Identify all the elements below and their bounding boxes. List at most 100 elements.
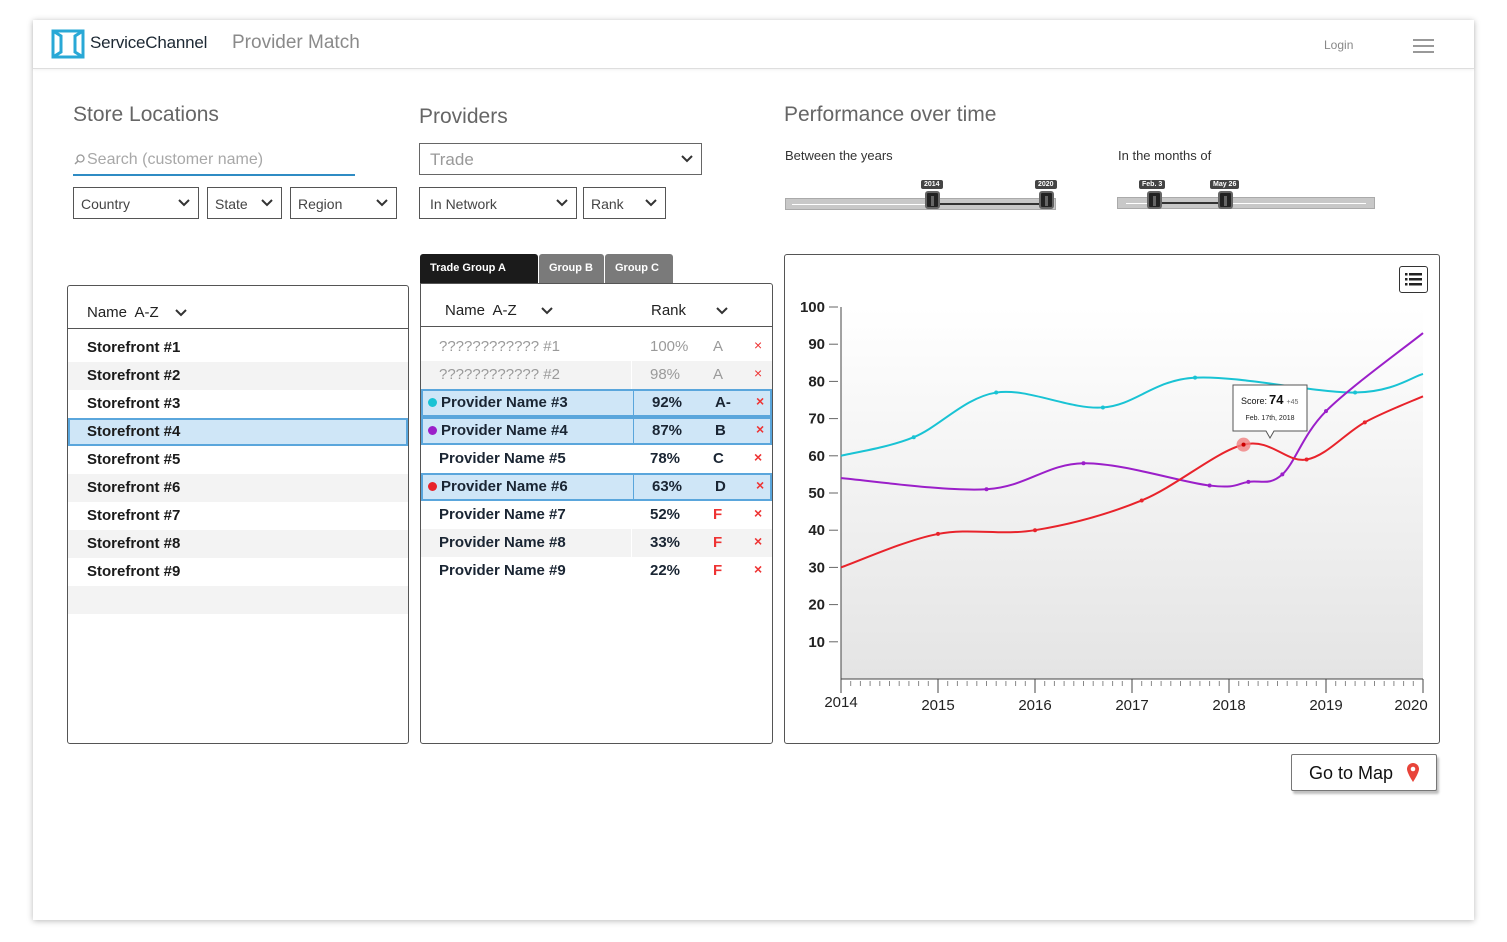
- remove-provider-icon[interactable]: ×: [754, 533, 763, 549]
- store-row[interactable]: Storefront #6: [68, 474, 408, 502]
- data-point: [1207, 483, 1212, 488]
- months-from-tag: Feb. 3: [1139, 180, 1166, 189]
- store-row[interactable]: Storefront #5: [68, 446, 408, 474]
- provider-rank: A: [713, 366, 724, 383]
- years-from-handle[interactable]: [925, 191, 940, 209]
- trade-select[interactable]: Trade: [419, 143, 702, 175]
- tab-group-b[interactable]: Group B: [539, 254, 604, 284]
- months-to-handle[interactable]: [1218, 191, 1233, 209]
- series-color-dot: [428, 398, 437, 407]
- trade-select-label: Trade: [430, 150, 474, 169]
- data-point: [1193, 375, 1198, 380]
- app-title: Provider Match: [232, 32, 360, 53]
- provider-rank: A-: [715, 394, 731, 411]
- remove-provider-icon[interactable]: ×: [756, 421, 765, 437]
- provider-score: 52%: [650, 506, 681, 523]
- rank-select-label: Rank: [591, 196, 624, 212]
- go-to-map-button[interactable]: Go to Map: [1291, 754, 1437, 791]
- store-locations-title: Store Locations: [73, 103, 219, 126]
- state-select[interactable]: State: [207, 187, 282, 219]
- chevron-down-icon: [178, 199, 190, 207]
- store-row[interactable]: Storefront #7: [68, 502, 408, 530]
- search-field[interactable]: [73, 146, 355, 176]
- provider-row[interactable]: Provider Name #7 52% F ×: [421, 501, 772, 529]
- provider-row[interactable]: ???????????? #1 100% A ×: [421, 333, 772, 361]
- chevron-down-icon: [645, 199, 657, 207]
- provider-row[interactable]: Provider Name #9 22% F ×: [421, 557, 772, 585]
- data-point: [1081, 461, 1086, 466]
- store-row[interactable]: Storefront #3: [68, 390, 408, 418]
- provider-row[interactable]: Provider Name #6 63% D ×: [421, 473, 772, 501]
- remove-provider-icon[interactable]: ×: [754, 561, 763, 577]
- login-link[interactable]: Login: [1324, 38, 1354, 52]
- months-slider-track[interactable]: [1117, 197, 1375, 209]
- provider-row[interactable]: ???????????? #2 98% A ×: [421, 361, 772, 389]
- provider-row[interactable]: Provider Name #4 87% B ×: [421, 417, 772, 445]
- rank-select[interactable]: Rank: [583, 187, 666, 219]
- store-row[interactable]: Storefront #4: [68, 418, 408, 446]
- years-to-handle[interactable]: [1039, 191, 1054, 209]
- months-from-handle[interactable]: [1147, 191, 1162, 209]
- provider-list: ???????????? #1 100% A × ???????????? #2 98% A…: [421, 333, 772, 585]
- hamburger-icon[interactable]: [1413, 39, 1434, 53]
- y-tick-label: 40: [808, 522, 825, 539]
- y-tick-label: 70: [808, 411, 825, 428]
- provider-score: 100%: [650, 338, 689, 355]
- provider-score: 33%: [650, 534, 681, 551]
- search-input[interactable]: [87, 151, 349, 169]
- logo-bracket-icon: [51, 29, 85, 59]
- store-name: Storefront #8: [87, 535, 181, 552]
- search-icon: [74, 154, 85, 165]
- provider-list-panel: Name A-Z Rank ???????????? #1 100% A ×?????…: [420, 283, 773, 744]
- remove-provider-icon[interactable]: ×: [756, 393, 765, 409]
- store-row[interactable]: Storefront #2: [68, 362, 408, 390]
- provider-score: 98%: [650, 366, 681, 383]
- chevron-down-icon: [716, 307, 728, 315]
- tab-trade-group-a[interactable]: Trade Group A: [420, 254, 538, 284]
- store-sort-header[interactable]: Name A-Z: [87, 304, 187, 321]
- network-select[interactable]: In Network: [419, 187, 577, 219]
- chevron-down-icon: [681, 155, 693, 163]
- provider-name: ???????????? #1: [439, 338, 560, 355]
- country-select[interactable]: Country: [73, 187, 199, 219]
- list-view-icon[interactable]: [1399, 266, 1428, 293]
- provider-name: Provider Name #8: [439, 534, 566, 551]
- provider-row[interactable]: Provider Name #5 78% C ×: [421, 445, 772, 473]
- store-row[interactable]: Storefront #8: [68, 530, 408, 558]
- provider-rank: D: [715, 478, 726, 495]
- years-slider-label: Between the years: [785, 148, 893, 163]
- tooltip-date: Feb. 17th, 2018: [1245, 415, 1294, 422]
- y-tick-label: 30: [808, 559, 825, 576]
- store-name: Storefront #9: [87, 563, 181, 580]
- rank-sort-header[interactable]: Rank: [651, 302, 728, 319]
- data-point: [1246, 479, 1251, 484]
- remove-provider-icon[interactable]: ×: [754, 337, 763, 353]
- remove-provider-icon[interactable]: ×: [754, 449, 763, 465]
- remove-provider-icon[interactable]: ×: [754, 505, 763, 521]
- data-point: [1324, 409, 1328, 414]
- provider-rank: F: [713, 534, 723, 551]
- provider-rank: F: [713, 562, 723, 579]
- provider-sort-header[interactable]: Name A-Z: [445, 302, 553, 319]
- store-row[interactable]: Storefront #9: [68, 558, 408, 586]
- country-select-label: Country: [81, 196, 131, 212]
- provider-row[interactable]: Provider Name #8 33% F ×: [421, 529, 772, 557]
- rank-sort-label: Rank: [651, 302, 687, 319]
- remove-provider-icon[interactable]: ×: [756, 477, 765, 493]
- tab-group-c[interactable]: Group C: [605, 254, 673, 284]
- performance-chart-panel: 10 20 30 40 50 60 70 80 90 100 2014 2015 2016 2017 201…: [784, 254, 1440, 744]
- years-slider-track[interactable]: [785, 198, 1056, 210]
- plot-background: [841, 307, 1423, 679]
- performance-title: Performance over time: [784, 103, 997, 126]
- highlight-point: [1241, 442, 1246, 447]
- remove-provider-icon[interactable]: ×: [754, 365, 763, 381]
- network-select-label: In Network: [430, 196, 497, 212]
- data-point: [936, 531, 940, 536]
- provider-name: Provider Name #4: [441, 422, 568, 439]
- store-row[interactable]: Storefront #1: [68, 334, 408, 362]
- provider-rank: B: [715, 422, 726, 439]
- region-select[interactable]: Region: [290, 187, 397, 219]
- data-point: [1362, 420, 1367, 425]
- provider-row[interactable]: Provider Name #3 92% A- ×: [421, 389, 772, 417]
- chevron-down-icon: [175, 309, 187, 317]
